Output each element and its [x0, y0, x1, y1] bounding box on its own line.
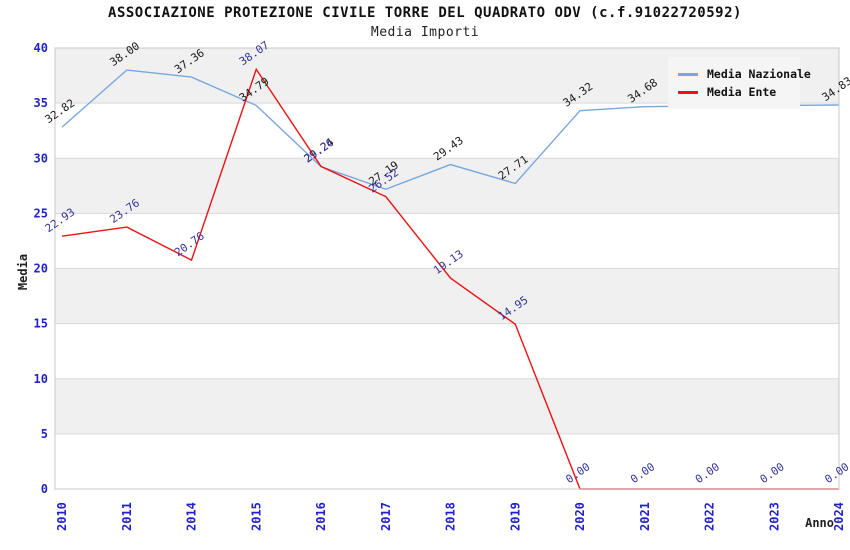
- x-tick-label: 2017: [379, 502, 393, 531]
- legend-label-media-nazionale: Media Nazionale: [707, 67, 811, 81]
- x-tick-label: 2023: [767, 502, 781, 531]
- chart-legend: Media Nazionale Media Ente: [668, 57, 811, 109]
- x-tick-label: 2014: [185, 502, 199, 531]
- plot-band: [55, 378, 839, 434]
- y-tick-label: 35: [34, 96, 48, 110]
- plot-border: [54, 47, 840, 490]
- legend-item-media-ente: Media Ente: [678, 84, 800, 100]
- x-tick-label: 2020: [573, 502, 587, 531]
- plot-band: [55, 268, 839, 324]
- x-tick-label: 2011: [120, 502, 134, 531]
- y-tick-label: 25: [34, 206, 48, 220]
- y-tick-label: 15: [34, 317, 48, 331]
- x-tick-label: 2010: [55, 502, 69, 531]
- media-nazionale-line-swatch: [678, 72, 698, 76]
- y-tick-label: 0: [41, 482, 48, 496]
- x-tick-label: 2024: [832, 502, 846, 531]
- y-tick-label: 20: [34, 262, 48, 276]
- y-tick-label: 10: [34, 372, 48, 386]
- chart-subtitle: Media Importi: [370, 25, 480, 40]
- chart-title: ASSOCIAZIONE PROTEZIONE CIVILE TORRE DEL…: [108, 5, 742, 21]
- plot-band: [55, 433, 839, 489]
- x-tick-label: 2021: [638, 502, 652, 531]
- x-tick-label: 2015: [249, 502, 263, 531]
- legend-label-media-ente: Media Ente: [707, 85, 777, 99]
- plot-band: [55, 213, 839, 269]
- x-tick-label: 2018: [444, 502, 458, 531]
- plot-band: [55, 158, 839, 214]
- y-tick-label: 30: [34, 151, 48, 165]
- x-axis-title: Anno: [805, 516, 834, 530]
- x-tick-label: 2022: [703, 502, 717, 531]
- x-tick-label: 2016: [314, 502, 328, 531]
- media-ente-line-swatch: [678, 90, 698, 94]
- y-tick-label: 5: [41, 427, 48, 441]
- plot-band: [55, 103, 839, 159]
- legend-item-media-nazionale: Media Nazionale: [678, 66, 811, 82]
- y-tick-label: 40: [34, 41, 48, 55]
- x-tick-label: 2019: [508, 502, 522, 531]
- plot-band: [55, 323, 839, 379]
- y-axis-title: Media: [16, 254, 30, 290]
